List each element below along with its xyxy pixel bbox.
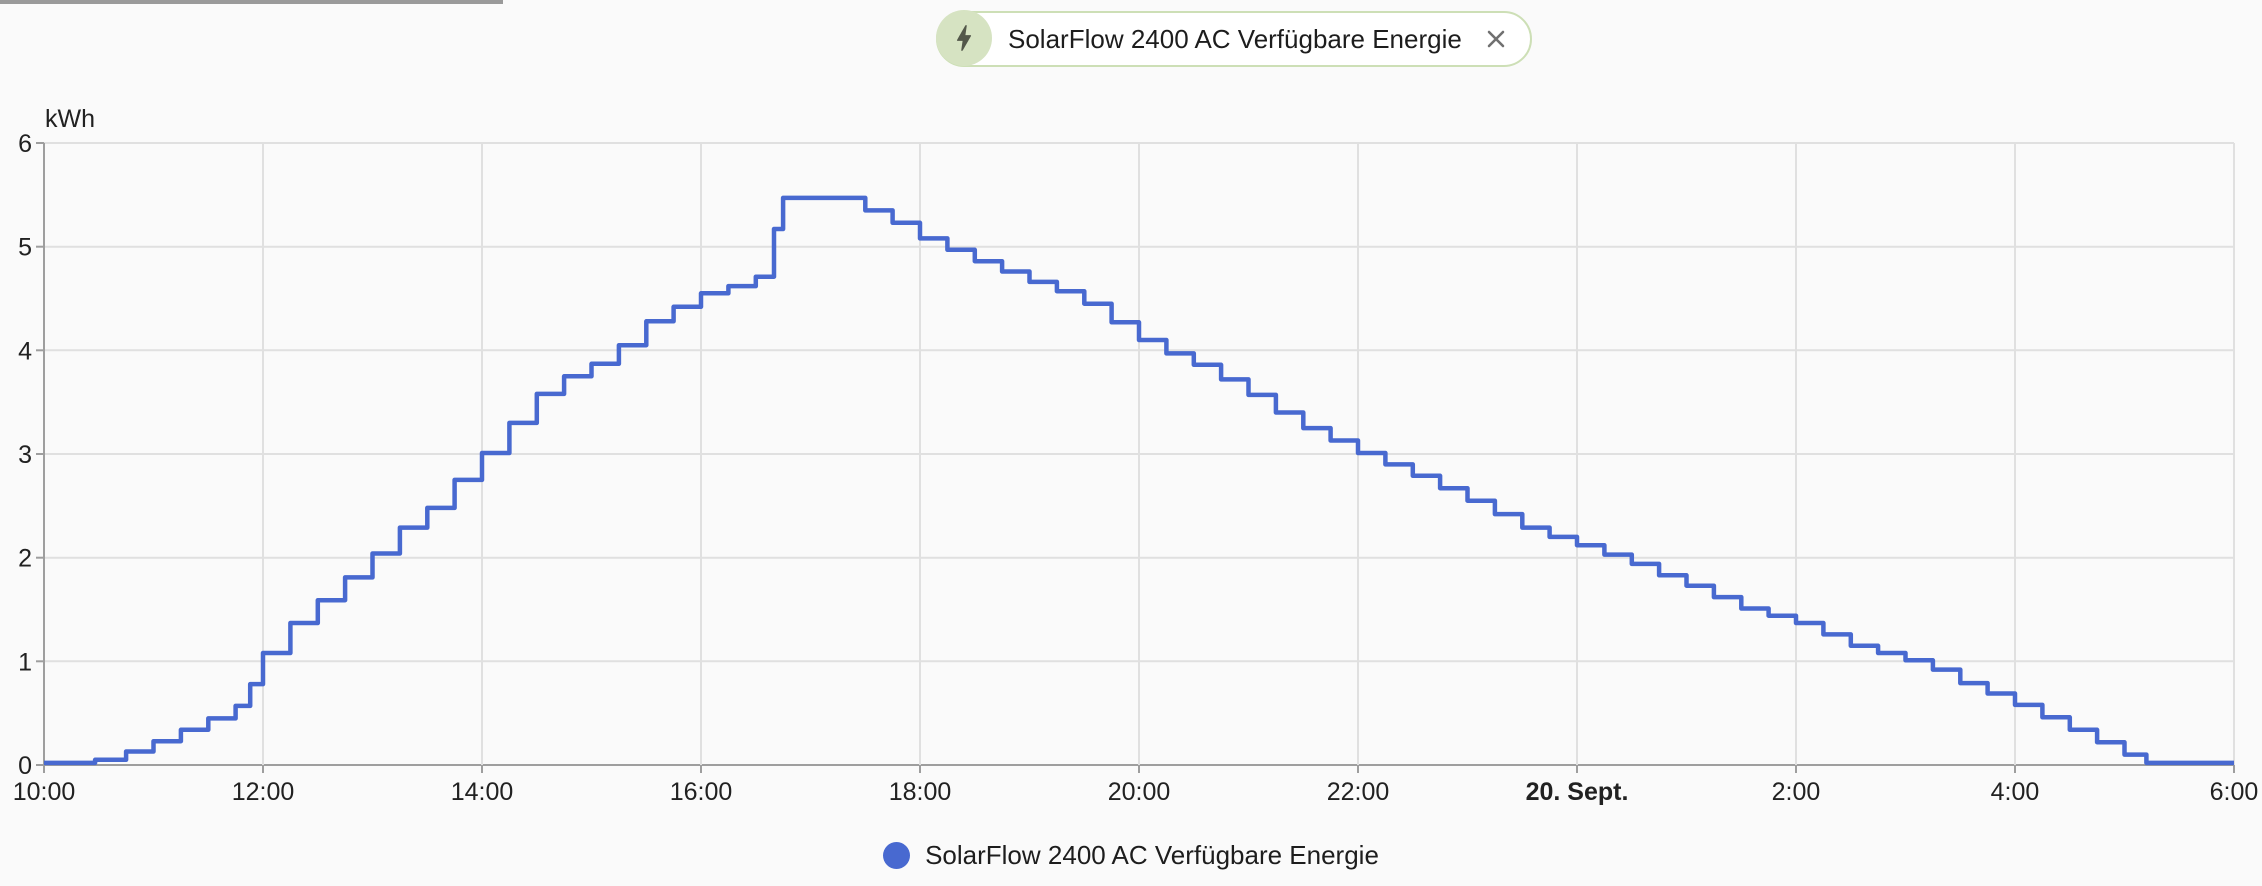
flash-icon-svg (956, 25, 972, 51)
close-icon[interactable] (1480, 23, 1512, 55)
y-tick-label: 3 (18, 441, 32, 469)
y-tick-label: 2 (18, 545, 32, 573)
y-tick-label: 4 (18, 337, 32, 365)
entity-filter-chip[interactable]: SolarFlow 2400 AC Verfügbare Energie (936, 10, 1532, 67)
entity-chip-label: SolarFlow 2400 AC Verfügbare Energie (1008, 23, 1462, 54)
x-tick-label: 4:00 (1991, 778, 2040, 806)
x-tick-label: 16:00 (670, 778, 733, 806)
y-tick-label: 6 (18, 130, 32, 158)
flash-icon-badge (936, 10, 992, 66)
top-border-fragment (0, 0, 503, 4)
series-line[interactable] (44, 195, 2234, 766)
x-tick-label: 18:00 (889, 778, 952, 806)
legend-series-dot (883, 842, 911, 869)
x-tick-label: 2:00 (1772, 778, 1821, 806)
y-tick-label: 0 (18, 752, 32, 780)
legend-series-label: SolarFlow 2400 AC Verfügbare Energie (925, 840, 1379, 870)
x-tick-label: 20. Sept. (1526, 778, 1629, 806)
y-axis-unit-label: kWh (45, 105, 95, 133)
chart-legend[interactable]: SolarFlow 2400 AC Verfügbare Energie (0, 840, 2262, 871)
x-tick-label: 20:00 (1108, 778, 1171, 806)
x-tick-label: 12:00 (232, 778, 295, 806)
y-tick-label: 1 (18, 648, 32, 676)
x-tick-label: 22:00 (1327, 778, 1390, 806)
y-tick-label: 5 (18, 234, 32, 262)
x-tick-label: 6:00 (2210, 778, 2259, 806)
flash-icon (947, 21, 981, 55)
x-tick-label: 10:00 (13, 778, 76, 806)
x-tick-label: 14:00 (451, 778, 514, 806)
